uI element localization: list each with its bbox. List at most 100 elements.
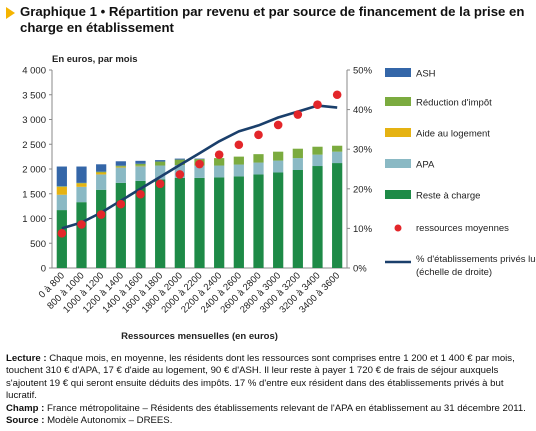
title-arrow-icon [6, 7, 15, 19]
bar-segment [214, 158, 225, 166]
bar-segment [155, 160, 166, 162]
y2-tick-label: 0% [353, 264, 367, 275]
bar-segment [76, 183, 87, 187]
source-note: Source : Modèle Autonomix – DREES. [6, 415, 532, 427]
bar-segment [135, 166, 146, 181]
bar-segment [96, 172, 107, 175]
bar-segment [292, 158, 303, 170]
bar-segment [135, 165, 146, 167]
legend-label: Réduction d'impôt [416, 98, 492, 109]
point-marker [77, 220, 86, 229]
lecture-text: Chaque mois, en moyenne, les résidents d… [6, 353, 515, 402]
bar-segment [56, 194, 67, 211]
bar-segment [292, 148, 303, 159]
point-marker [136, 189, 145, 199]
bar-segment [135, 160, 146, 164]
legend-label: APA [416, 160, 435, 171]
legend-swatch [385, 190, 411, 199]
unit-label: En euros, par mois [52, 54, 138, 65]
chart: En euros, par mois 0 500 1 000 1 500 2 000 2 5… [22, 54, 536, 342]
y2-tick-label: 50% [353, 66, 373, 77]
bar-segment [332, 163, 343, 268]
bar-segment [115, 166, 126, 168]
bar-segment [115, 182, 126, 268]
bar-segment [96, 189, 107, 268]
bar-segment [76, 182, 87, 184]
bar-segment [155, 165, 166, 180]
point-marker [116, 199, 126, 209]
y-tick-label: 1 500 [22, 189, 46, 200]
legend-label: ressources moyennes [416, 223, 509, 234]
legend-label: Reste à charge [416, 191, 480, 202]
point-marker [332, 90, 342, 100]
bar-segment [312, 154, 323, 167]
bar-segment [96, 164, 107, 172]
legend-point-marker [394, 224, 402, 232]
y-tick-label: 3 500 [22, 90, 46, 101]
lecture-label: Lecture : [6, 353, 47, 364]
y2-tick-label: 20% [353, 184, 373, 195]
bar-segment [174, 159, 185, 166]
line-series [61, 104, 338, 230]
bar-segment [253, 154, 264, 163]
chart-notes: Lecture : Chaque mois, en moyenne, les r… [6, 353, 532, 427]
bar-segment [253, 174, 264, 268]
bar-segment [292, 169, 303, 268]
bar-segment [273, 172, 284, 268]
bar-segment [332, 145, 343, 152]
champ-text: France métropolitaine – Résidents des ét… [47, 402, 526, 414]
legend-label: % d'établissements privés lucratifs [416, 254, 536, 265]
bar-segment [174, 158, 185, 160]
point-marker [96, 210, 106, 219]
point-marker [195, 159, 204, 169]
point-marker [273, 120, 283, 130]
bar-segment [233, 164, 244, 177]
chart-title: Graphique 1 • Répartition par revenu et … [20, 4, 525, 35]
bar-segment [155, 161, 166, 166]
legend-label: Aide au logement [416, 129, 490, 140]
y-tick-label: 3 000 [22, 115, 46, 126]
x-axis-title: Ressources mensuelles (en euros) [121, 331, 278, 342]
y-tick-label: 1 000 [22, 214, 46, 225]
bar-segment [174, 177, 185, 268]
y-tick-label: 2 000 [22, 165, 46, 176]
bar-segment [115, 161, 126, 166]
bar-segment [115, 165, 126, 167]
point-marker [155, 179, 165, 189]
bar-segment [214, 177, 225, 268]
bar-segment [233, 156, 244, 165]
bar-segment [56, 166, 67, 187]
bar-segment [115, 167, 126, 183]
point-marker [214, 150, 224, 159]
point-marker [313, 100, 322, 109]
bar-segment [214, 165, 225, 178]
y2-tick-label: 30% [353, 145, 373, 156]
bar-segment [135, 180, 146, 268]
y-tick-label: 2 500 [22, 140, 46, 151]
legend-swatch [385, 68, 411, 77]
bar-segment [312, 146, 323, 155]
bar-segment [194, 158, 205, 160]
y-tick-label: 500 [30, 239, 46, 250]
source-text: Modèle Autonomix – DREES. [47, 415, 173, 427]
point-marker [254, 130, 263, 140]
bar-segment [312, 166, 323, 268]
legend-label-cont: (échelle de droite) [416, 267, 492, 278]
bar-segment [56, 186, 67, 195]
bar-segment [273, 151, 284, 161]
bar-segment [332, 151, 343, 164]
bar-segment [76, 186, 87, 203]
point-marker [293, 110, 303, 119]
bar-segment [194, 177, 205, 268]
y2-tick-label: 40% [353, 105, 373, 116]
bar-segment [155, 179, 166, 268]
bar-segment [96, 174, 107, 190]
legend-swatch [385, 128, 411, 137]
champ-note: Champ : France métropolitaine – Résident… [6, 403, 532, 415]
y2-tick-label: 10% [353, 224, 373, 235]
point-marker [234, 140, 244, 150]
y-tick-label: 0 [41, 264, 46, 275]
legend-label: ASH [416, 69, 436, 80]
y-tick-label: 4 000 [22, 66, 46, 77]
legend-swatch [385, 97, 411, 106]
